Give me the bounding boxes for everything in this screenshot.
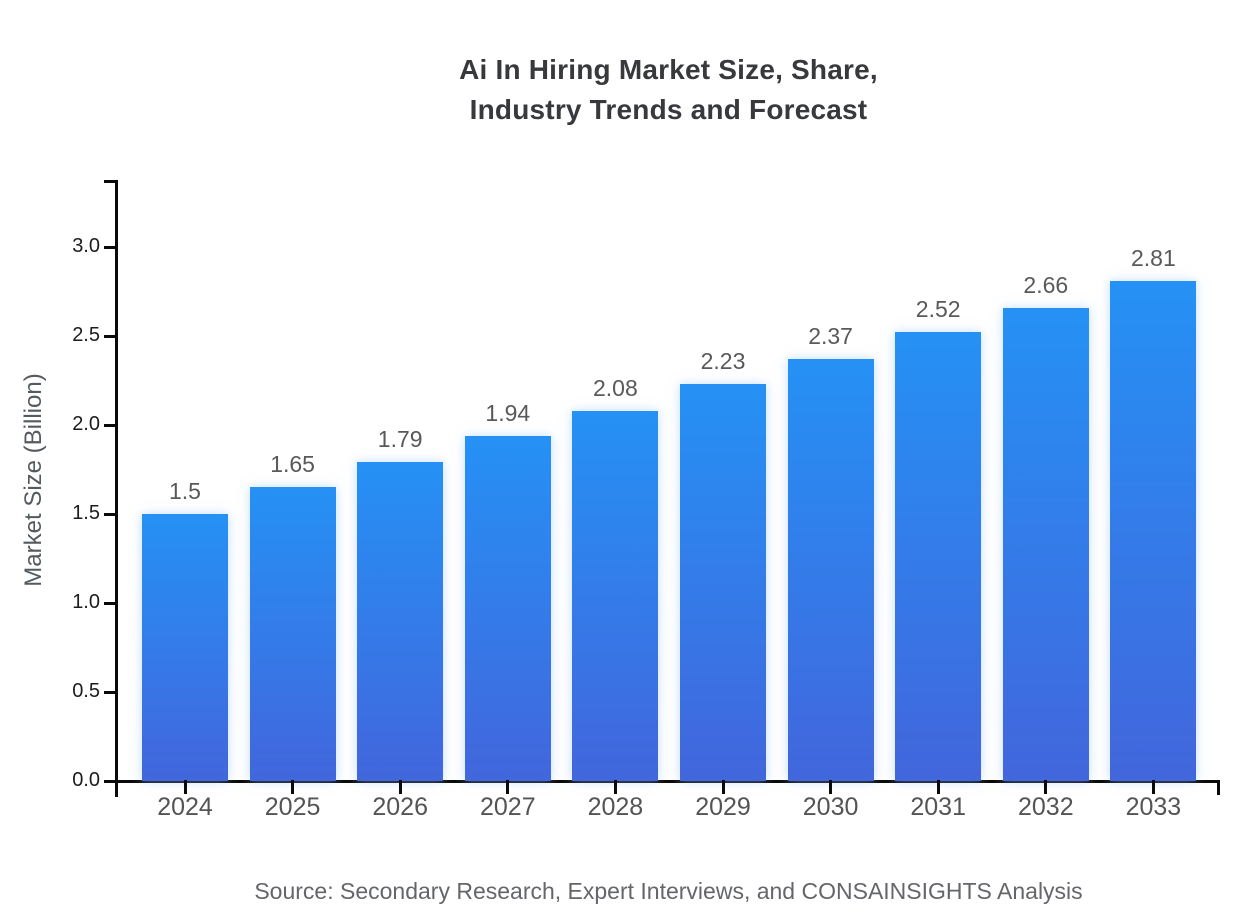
y-tick <box>104 690 116 694</box>
bar-value-label: 2.66 <box>1023 271 1069 298</box>
bar-2031 <box>895 332 982 781</box>
y-tick-label: 0.5 <box>72 680 100 702</box>
y-tick-label: 1.0 <box>72 591 100 613</box>
chart-title: Ai In Hiring Market Size, Share, Industr… <box>117 50 1220 130</box>
bar-value-label: 1.5 <box>169 478 201 504</box>
y-tick <box>104 512 116 516</box>
y-tick-label: 1.5 <box>72 502 100 524</box>
bar-2028 <box>572 410 659 781</box>
x-tick <box>1044 780 1048 794</box>
y-axis-title-text: Market Size (Billion) <box>20 373 47 587</box>
x-tick-label: 2033 <box>1125 793 1182 821</box>
x-tick <box>721 780 725 794</box>
x-tick <box>398 780 402 794</box>
bar-2032 <box>1002 307 1089 781</box>
bar-value-label: 2.81 <box>1131 244 1176 271</box>
x-axis-line <box>115 780 1220 783</box>
y-tick <box>104 245 116 249</box>
chart-title-line1: Ai In Hiring Market Size, Share, <box>459 54 878 85</box>
bar-2033 <box>1110 280 1197 781</box>
bar-value-label: 2.08 <box>593 374 638 401</box>
x-tick-label: 2030 <box>802 793 859 821</box>
x-tick <box>613 780 617 794</box>
y-tick <box>104 334 116 338</box>
bar-2026 <box>357 462 444 781</box>
chart-title-line2: Industry Trends and Forecast <box>469 94 868 125</box>
x-tick-label: 2025 <box>264 793 321 821</box>
bar-2027 <box>464 435 551 781</box>
source-caption: Source: Secondary Research, Expert Inter… <box>254 878 1083 904</box>
x-tick <box>183 780 187 794</box>
x-tick-label: 2031 <box>910 793 966 821</box>
bar-2029 <box>680 384 766 781</box>
x-tick <box>506 780 510 794</box>
y-tick <box>104 779 116 783</box>
x-axis-end-cap <box>1217 780 1220 795</box>
y-tick <box>104 423 116 427</box>
y-tick-label: 3.0 <box>72 235 100 257</box>
y-axis-line <box>115 180 118 797</box>
x-tick-label: 2027 <box>479 793 536 821</box>
x-tick-label: 2028 <box>587 793 644 821</box>
bar-value-label: 2.23 <box>700 348 746 375</box>
y-tick <box>104 601 116 605</box>
bar-value-label: 2.37 <box>808 323 853 350</box>
y-tick-label: 2.5 <box>72 324 100 346</box>
x-tick-label: 2026 <box>372 793 428 821</box>
bar-2030 <box>787 359 874 781</box>
x-tick <box>1151 780 1155 794</box>
x-tick <box>291 780 295 794</box>
bar-value-label: 1.65 <box>270 451 315 478</box>
x-tick <box>936 780 940 794</box>
bar-2025 <box>249 487 336 781</box>
bar-2024 <box>142 514 228 781</box>
y-tick-label: 2.0 <box>72 413 100 435</box>
x-tick <box>829 780 833 794</box>
x-tick-label: 2029 <box>695 793 751 821</box>
bar-value-label: 1.79 <box>377 426 423 453</box>
bar-value-label: 1.94 <box>485 399 531 426</box>
bar-value-label: 2.52 <box>915 296 961 323</box>
y-tick-label: 0.0 <box>72 769 100 791</box>
x-tick-label: 2032 <box>1017 793 1074 821</box>
y-axis-end-cap <box>104 180 116 183</box>
x-tick-label: 2024 <box>157 793 213 821</box>
